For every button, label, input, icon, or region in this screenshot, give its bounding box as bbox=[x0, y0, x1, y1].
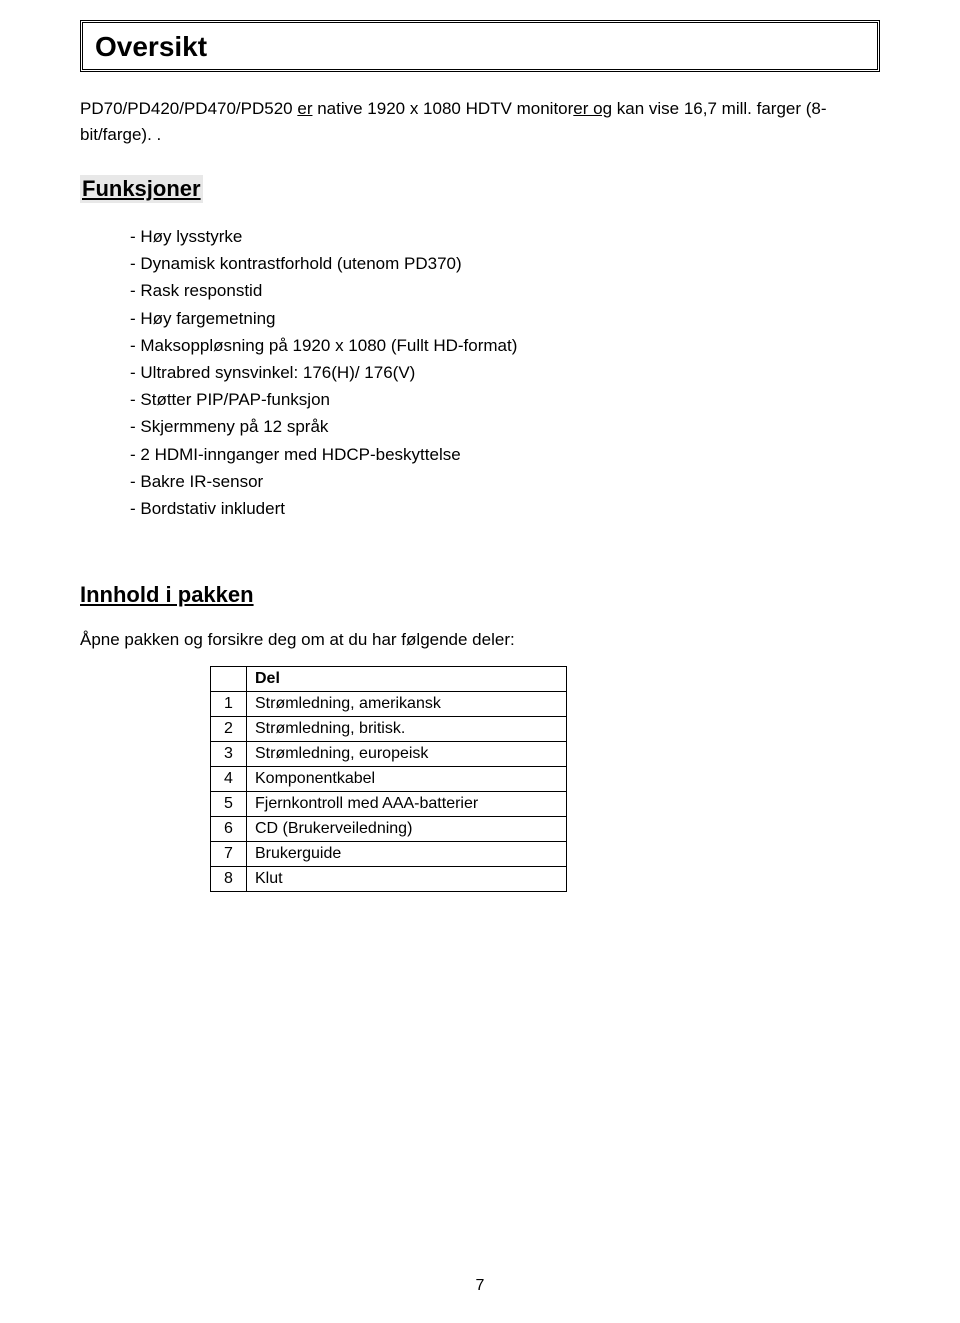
intro-paragraph: PD70/PD420/PD470/PD520 er native 1920 x … bbox=[80, 96, 880, 147]
row-desc: Komponentkabel bbox=[247, 767, 567, 792]
feature-item: Høy fargemetning bbox=[130, 305, 880, 332]
feature-item: Bakre IR-sensor bbox=[130, 468, 880, 495]
contents-section: Innhold i pakken Åpne pakken og forsikre… bbox=[80, 582, 880, 892]
row-num: 2 bbox=[211, 717, 247, 742]
contents-intro: Åpne pakken og forsikre deg om at du har… bbox=[80, 630, 880, 650]
feature-item: Rask responstid bbox=[130, 277, 880, 304]
row-desc: Strømledning, britisk. bbox=[247, 717, 567, 742]
table-row: 2 Strømledning, britisk. bbox=[211, 717, 567, 742]
row-desc: Fjernkontroll med AAA-batterier bbox=[247, 792, 567, 817]
feature-item: Maksoppløsning på 1920 x 1080 (Fullt HD-… bbox=[130, 332, 880, 359]
feature-item: Bordstativ inkludert bbox=[130, 495, 880, 522]
features-heading: Funksjoner bbox=[80, 175, 203, 203]
feature-item: Ultrabred synsvinkel: 176(H)/ 176(V) bbox=[130, 359, 880, 386]
intro-part4: er og bbox=[573, 99, 612, 118]
feature-item: 2 HDMI-innganger med HDCP-beskyttelse bbox=[130, 441, 880, 468]
table-row: 5 Fjernkontroll med AAA-batterier bbox=[211, 792, 567, 817]
feature-item: Dynamisk kontrastforhold (utenom PD370) bbox=[130, 250, 880, 277]
feature-item: Høy lysstyrke bbox=[130, 223, 880, 250]
table-row: 7 Brukerguide bbox=[211, 842, 567, 867]
row-num: 4 bbox=[211, 767, 247, 792]
intro-part1: PD70/PD420/PD470/PD520 bbox=[80, 99, 297, 118]
row-desc: Strømledning, amerikansk bbox=[247, 692, 567, 717]
header-del: Del bbox=[247, 667, 567, 692]
table-row: 8 Klut bbox=[211, 867, 567, 892]
table-row: 3 Strømledning, europeisk bbox=[211, 742, 567, 767]
row-num: 3 bbox=[211, 742, 247, 767]
feature-item: Skjermmeny på 12 språk bbox=[130, 413, 880, 440]
intro-part2: er bbox=[297, 99, 312, 118]
table-row: 4 Komponentkabel bbox=[211, 767, 567, 792]
table-row: 1 Strømledning, amerikansk bbox=[211, 692, 567, 717]
header-empty bbox=[211, 667, 247, 692]
row-desc: Strømledning, europeisk bbox=[247, 742, 567, 767]
row-desc: Klut bbox=[247, 867, 567, 892]
row-desc: CD (Brukerveiledning) bbox=[247, 817, 567, 842]
intro-part3: native 1920 x 1080 HDTV monitor bbox=[312, 99, 573, 118]
page-number: 7 bbox=[0, 1277, 960, 1295]
page-container: Oversikt PD70/PD420/PD470/PD520 er nativ… bbox=[0, 0, 960, 1323]
row-desc: Brukerguide bbox=[247, 842, 567, 867]
row-num: 7 bbox=[211, 842, 247, 867]
row-num: 5 bbox=[211, 792, 247, 817]
row-num: 8 bbox=[211, 867, 247, 892]
contents-heading: Innhold i pakken bbox=[80, 582, 880, 608]
features-section: Funksjoner Høy lysstyrke Dynamisk kontra… bbox=[80, 175, 880, 522]
parts-table: Del 1 Strømledning, amerikansk 2 Strømle… bbox=[210, 666, 567, 892]
row-num: 1 bbox=[211, 692, 247, 717]
page-title: Oversikt bbox=[95, 31, 207, 62]
feature-item: Støtter PIP/PAP-funksjon bbox=[130, 386, 880, 413]
table-header-row: Del bbox=[211, 667, 567, 692]
features-list: Høy lysstyrke Dynamisk kontrastforhold (… bbox=[130, 223, 880, 522]
title-box: Oversikt bbox=[80, 20, 880, 72]
table-row: 6 CD (Brukerveiledning) bbox=[211, 817, 567, 842]
row-num: 6 bbox=[211, 817, 247, 842]
